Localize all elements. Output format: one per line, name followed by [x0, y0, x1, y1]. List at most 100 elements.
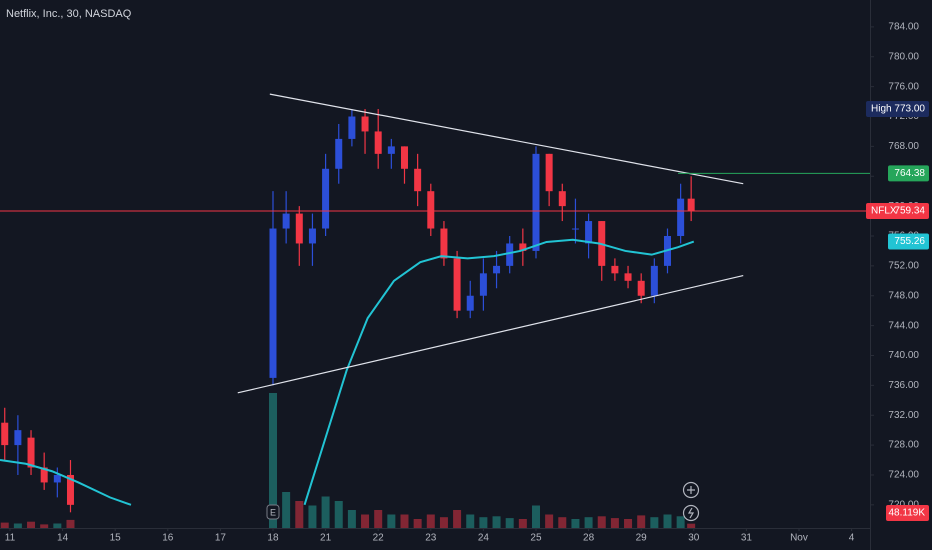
volume-bar — [492, 516, 501, 528]
volume-bar — [295, 501, 304, 528]
volume-bar — [374, 510, 383, 528]
volume-bar — [676, 516, 685, 528]
volume-tag-value: 48.119K — [888, 508, 925, 519]
price-tag — [888, 233, 929, 250]
candle-body — [427, 191, 435, 229]
y-tick-label: 736.00 — [888, 380, 919, 391]
volume-bar — [624, 519, 633, 528]
volume-bar — [53, 523, 62, 528]
x-tick-label: 18 — [267, 533, 279, 544]
price-tag-value: 773.00 — [894, 104, 925, 115]
candle-body — [440, 228, 448, 259]
candle-body — [66, 474, 74, 505]
y-tick-label: 784.00 — [888, 22, 919, 33]
candle-body — [14, 430, 22, 446]
volume-bar — [66, 519, 75, 528]
x-tick-label: 28 — [583, 533, 595, 544]
volume-bar — [361, 514, 370, 528]
volume-bar — [584, 517, 593, 528]
candle-body — [493, 265, 501, 274]
candle-body — [479, 273, 487, 296]
toolbar-icons[interactable] — [682, 481, 700, 522]
y-tick-label: 732.00 — [888, 410, 919, 421]
candle-body — [558, 191, 566, 207]
trendline — [269, 93, 744, 185]
trendline — [237, 274, 744, 394]
candle-body — [466, 295, 474, 311]
volume-bar — [518, 519, 527, 528]
x-tick-label: 30 — [688, 533, 700, 544]
volume-bar — [308, 505, 317, 528]
moving-average — [0, 238, 695, 506]
volume-bar — [268, 393, 277, 528]
candle-body — [295, 213, 303, 244]
candle-body — [374, 131, 382, 154]
earnings-marker — [266, 504, 280, 520]
volume-bar — [282, 492, 291, 528]
x-tick-label: 4 — [849, 533, 855, 544]
volume-bar — [479, 517, 488, 528]
candle-body — [585, 221, 593, 244]
y-tick-label: 740.00 — [888, 350, 919, 361]
y-tick-label: 748.00 — [888, 290, 919, 301]
y-tick-label: 720.00 — [888, 499, 919, 510]
candle-body — [677, 198, 685, 236]
add-icon-plus — [687, 486, 695, 494]
earnings-marker-label: E — [270, 507, 276, 517]
x-tick-label: 22 — [373, 533, 385, 544]
candle-body — [335, 138, 343, 169]
candle-body — [453, 258, 461, 311]
y-tick-label: 780.00 — [888, 51, 919, 62]
volume-bar — [400, 514, 409, 528]
price-tag — [888, 165, 929, 182]
candle-body — [414, 168, 422, 192]
candle-body — [1, 422, 9, 446]
add-icon[interactable] — [682, 481, 700, 499]
candle-body — [27, 437, 35, 468]
plot-area: E — [0, 93, 870, 528]
x-tick-label: Nov — [790, 533, 808, 544]
price-tag-value: 764.38 — [894, 168, 925, 179]
alert-icon[interactable] — [682, 504, 700, 522]
volume-bar — [426, 514, 435, 528]
volume-bar — [334, 501, 343, 528]
y-tick-label: 728.00 — [888, 440, 919, 451]
candle-body — [506, 243, 514, 266]
y-tick-label: 752.00 — [888, 261, 919, 272]
alert-icon-bolt — [687, 507, 695, 519]
volume-bar — [571, 519, 580, 528]
volume-bar — [13, 523, 22, 528]
x-tick-label: 23 — [425, 533, 437, 544]
y-tick-label: 768.00 — [888, 141, 919, 152]
volume-bar — [687, 523, 696, 528]
candle-body — [53, 474, 61, 483]
volume-bar — [558, 517, 567, 528]
price-tag — [866, 203, 929, 220]
candle-body — [400, 146, 408, 169]
volume-bar — [466, 514, 475, 528]
candle-body — [282, 213, 290, 229]
candle-body — [687, 198, 695, 212]
candle-body — [519, 243, 527, 251]
x-tick-label: 11 — [5, 533, 16, 544]
price-tag-value: 755.26 — [894, 236, 925, 247]
volume-bar — [40, 524, 49, 528]
x-tick-label: 17 — [215, 533, 227, 544]
volume-bar — [597, 516, 606, 528]
volume-bar — [545, 514, 554, 528]
candle-body — [637, 280, 645, 296]
candle-body — [532, 153, 540, 251]
candle-body — [387, 146, 395, 154]
volume-bar — [610, 518, 619, 528]
volume-bar — [347, 510, 356, 528]
volume-bar — [27, 521, 36, 528]
candle-body — [650, 265, 658, 296]
y-tick-label: 744.00 — [888, 320, 919, 331]
y-tick-label: 724.00 — [888, 470, 919, 481]
volume-bar — [453, 510, 462, 528]
volume-bar — [321, 496, 330, 528]
candle-body — [571, 228, 579, 230]
volume-bar — [650, 517, 659, 528]
